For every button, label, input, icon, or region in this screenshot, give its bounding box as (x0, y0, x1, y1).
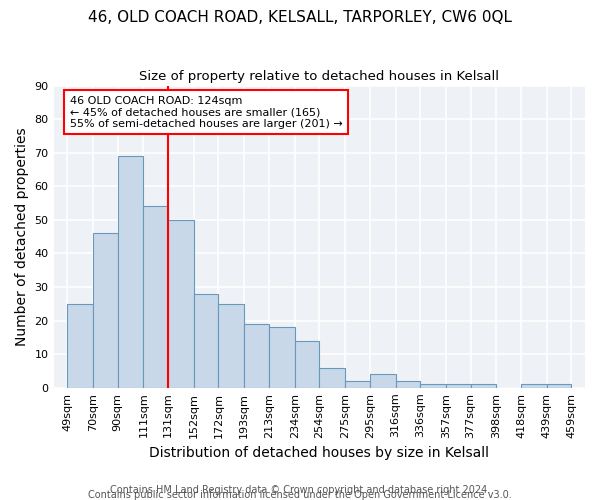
Bar (370, 374, 395, 388)
Bar (194, 294, 218, 388)
Bar (345, 381, 370, 388)
Text: 46, OLD COACH ROAD, KELSALL, TARPORLEY, CW6 0QL: 46, OLD COACH ROAD, KELSALL, TARPORLEY, … (88, 10, 512, 25)
Bar (244, 324, 269, 388)
Bar (93, 234, 118, 388)
Text: 46 OLD COACH ROAD: 124sqm
← 45% of detached houses are smaller (165)
55% of semi: 46 OLD COACH ROAD: 124sqm ← 45% of detac… (70, 96, 342, 129)
Bar (470, 384, 496, 388)
Bar (295, 341, 319, 388)
Bar (446, 384, 470, 388)
Bar (218, 304, 244, 388)
Text: Contains public sector information licensed under the Open Government Licence v3: Contains public sector information licen… (88, 490, 512, 500)
Bar (269, 328, 295, 388)
Bar (67, 304, 93, 388)
Bar (547, 384, 571, 388)
Bar (395, 381, 420, 388)
X-axis label: Distribution of detached houses by size in Kelsall: Distribution of detached houses by size … (149, 446, 489, 460)
Bar (319, 368, 345, 388)
Bar (521, 384, 547, 388)
Bar (168, 220, 194, 388)
Bar (143, 206, 168, 388)
Bar (420, 384, 446, 388)
Bar (118, 156, 143, 388)
Text: Contains HM Land Registry data © Crown copyright and database right 2024.: Contains HM Land Registry data © Crown c… (110, 485, 490, 495)
Title: Size of property relative to detached houses in Kelsall: Size of property relative to detached ho… (139, 70, 499, 83)
Y-axis label: Number of detached properties: Number of detached properties (15, 128, 29, 346)
